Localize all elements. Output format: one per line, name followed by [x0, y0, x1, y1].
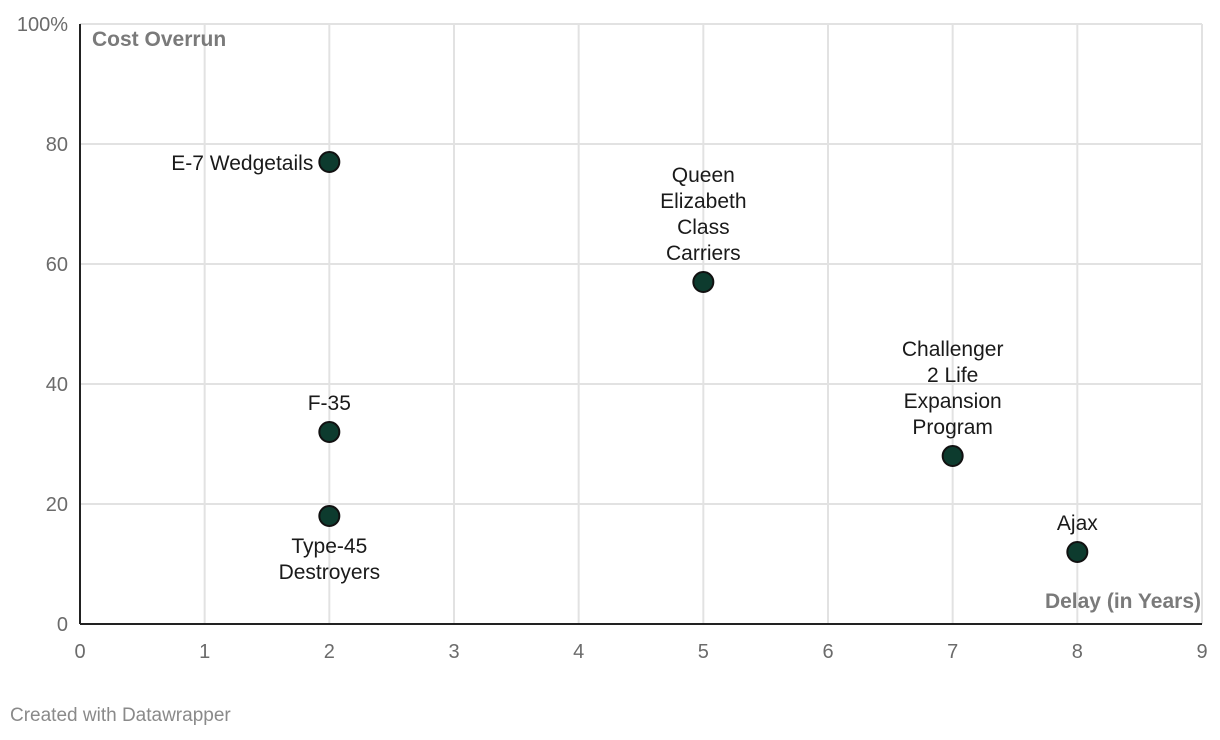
y-tick-label: 0 [57, 614, 68, 636]
y-axis-title: Cost Overrun [92, 28, 226, 51]
point-queen-elizabeth-class-carriers [692, 271, 715, 293]
point-labels: E-7 Wedgetails F-35 Type-45 Destroyers Queen… [171, 152, 1098, 584]
x-tick-label: 3 [448, 641, 459, 663]
x-axis-title: Delay (in Years) [1045, 590, 1201, 613]
y-tick-label: 40 [46, 374, 68, 396]
y-tick-label: 80 [46, 134, 68, 156]
x-tick-label: 4 [573, 641, 584, 663]
label-ajax: Ajax [1057, 512, 1098, 535]
grid [80, 23, 1203, 624]
x-tick-label: 5 [698, 641, 709, 663]
point-challenger-2-life-expansion-program [941, 445, 964, 467]
point-f-35 [318, 421, 341, 443]
x-tick-label: 1 [199, 641, 210, 663]
credit-text: Created with Datawrapper [10, 705, 231, 726]
point-e-7-wedgetails [318, 151, 341, 173]
label-f-35: F-35 [308, 392, 351, 415]
x-tick-label: 0 [74, 641, 85, 663]
point-ajax [1066, 541, 1089, 563]
y-tick-label: 20 [46, 494, 68, 516]
label-queen-elizabeth-class-carriers: Queen Elizabeth Class Carriers [660, 164, 746, 265]
label-type-45-destroyers: Type-45 Destroyers [279, 535, 381, 584]
scatter-chart: 0 1 2 3 4 5 6 7 8 9 0 20 40 60 80 100% Cost Overrun Del… [17, 14, 1208, 663]
y-tick-label: 60 [46, 254, 68, 276]
label-e-7-wedgetails: E-7 Wedgetails [171, 152, 313, 175]
x-tick-label: 9 [1196, 641, 1207, 663]
y-tick-label: 100% [17, 14, 68, 36]
data-points [318, 151, 1089, 563]
x-tick-label: 2 [324, 641, 335, 663]
x-tick-label: 8 [1072, 641, 1083, 663]
point-type-45-destroyers [318, 505, 341, 527]
x-tick-label: 7 [947, 641, 958, 663]
axes: 0 1 2 3 4 5 6 7 8 9 0 20 40 60 80 100% [17, 14, 1208, 663]
label-challenger-2-life-expansion-program: Challenger 2 Life Expansion Program [902, 338, 1004, 439]
x-tick-label: 6 [822, 641, 833, 663]
